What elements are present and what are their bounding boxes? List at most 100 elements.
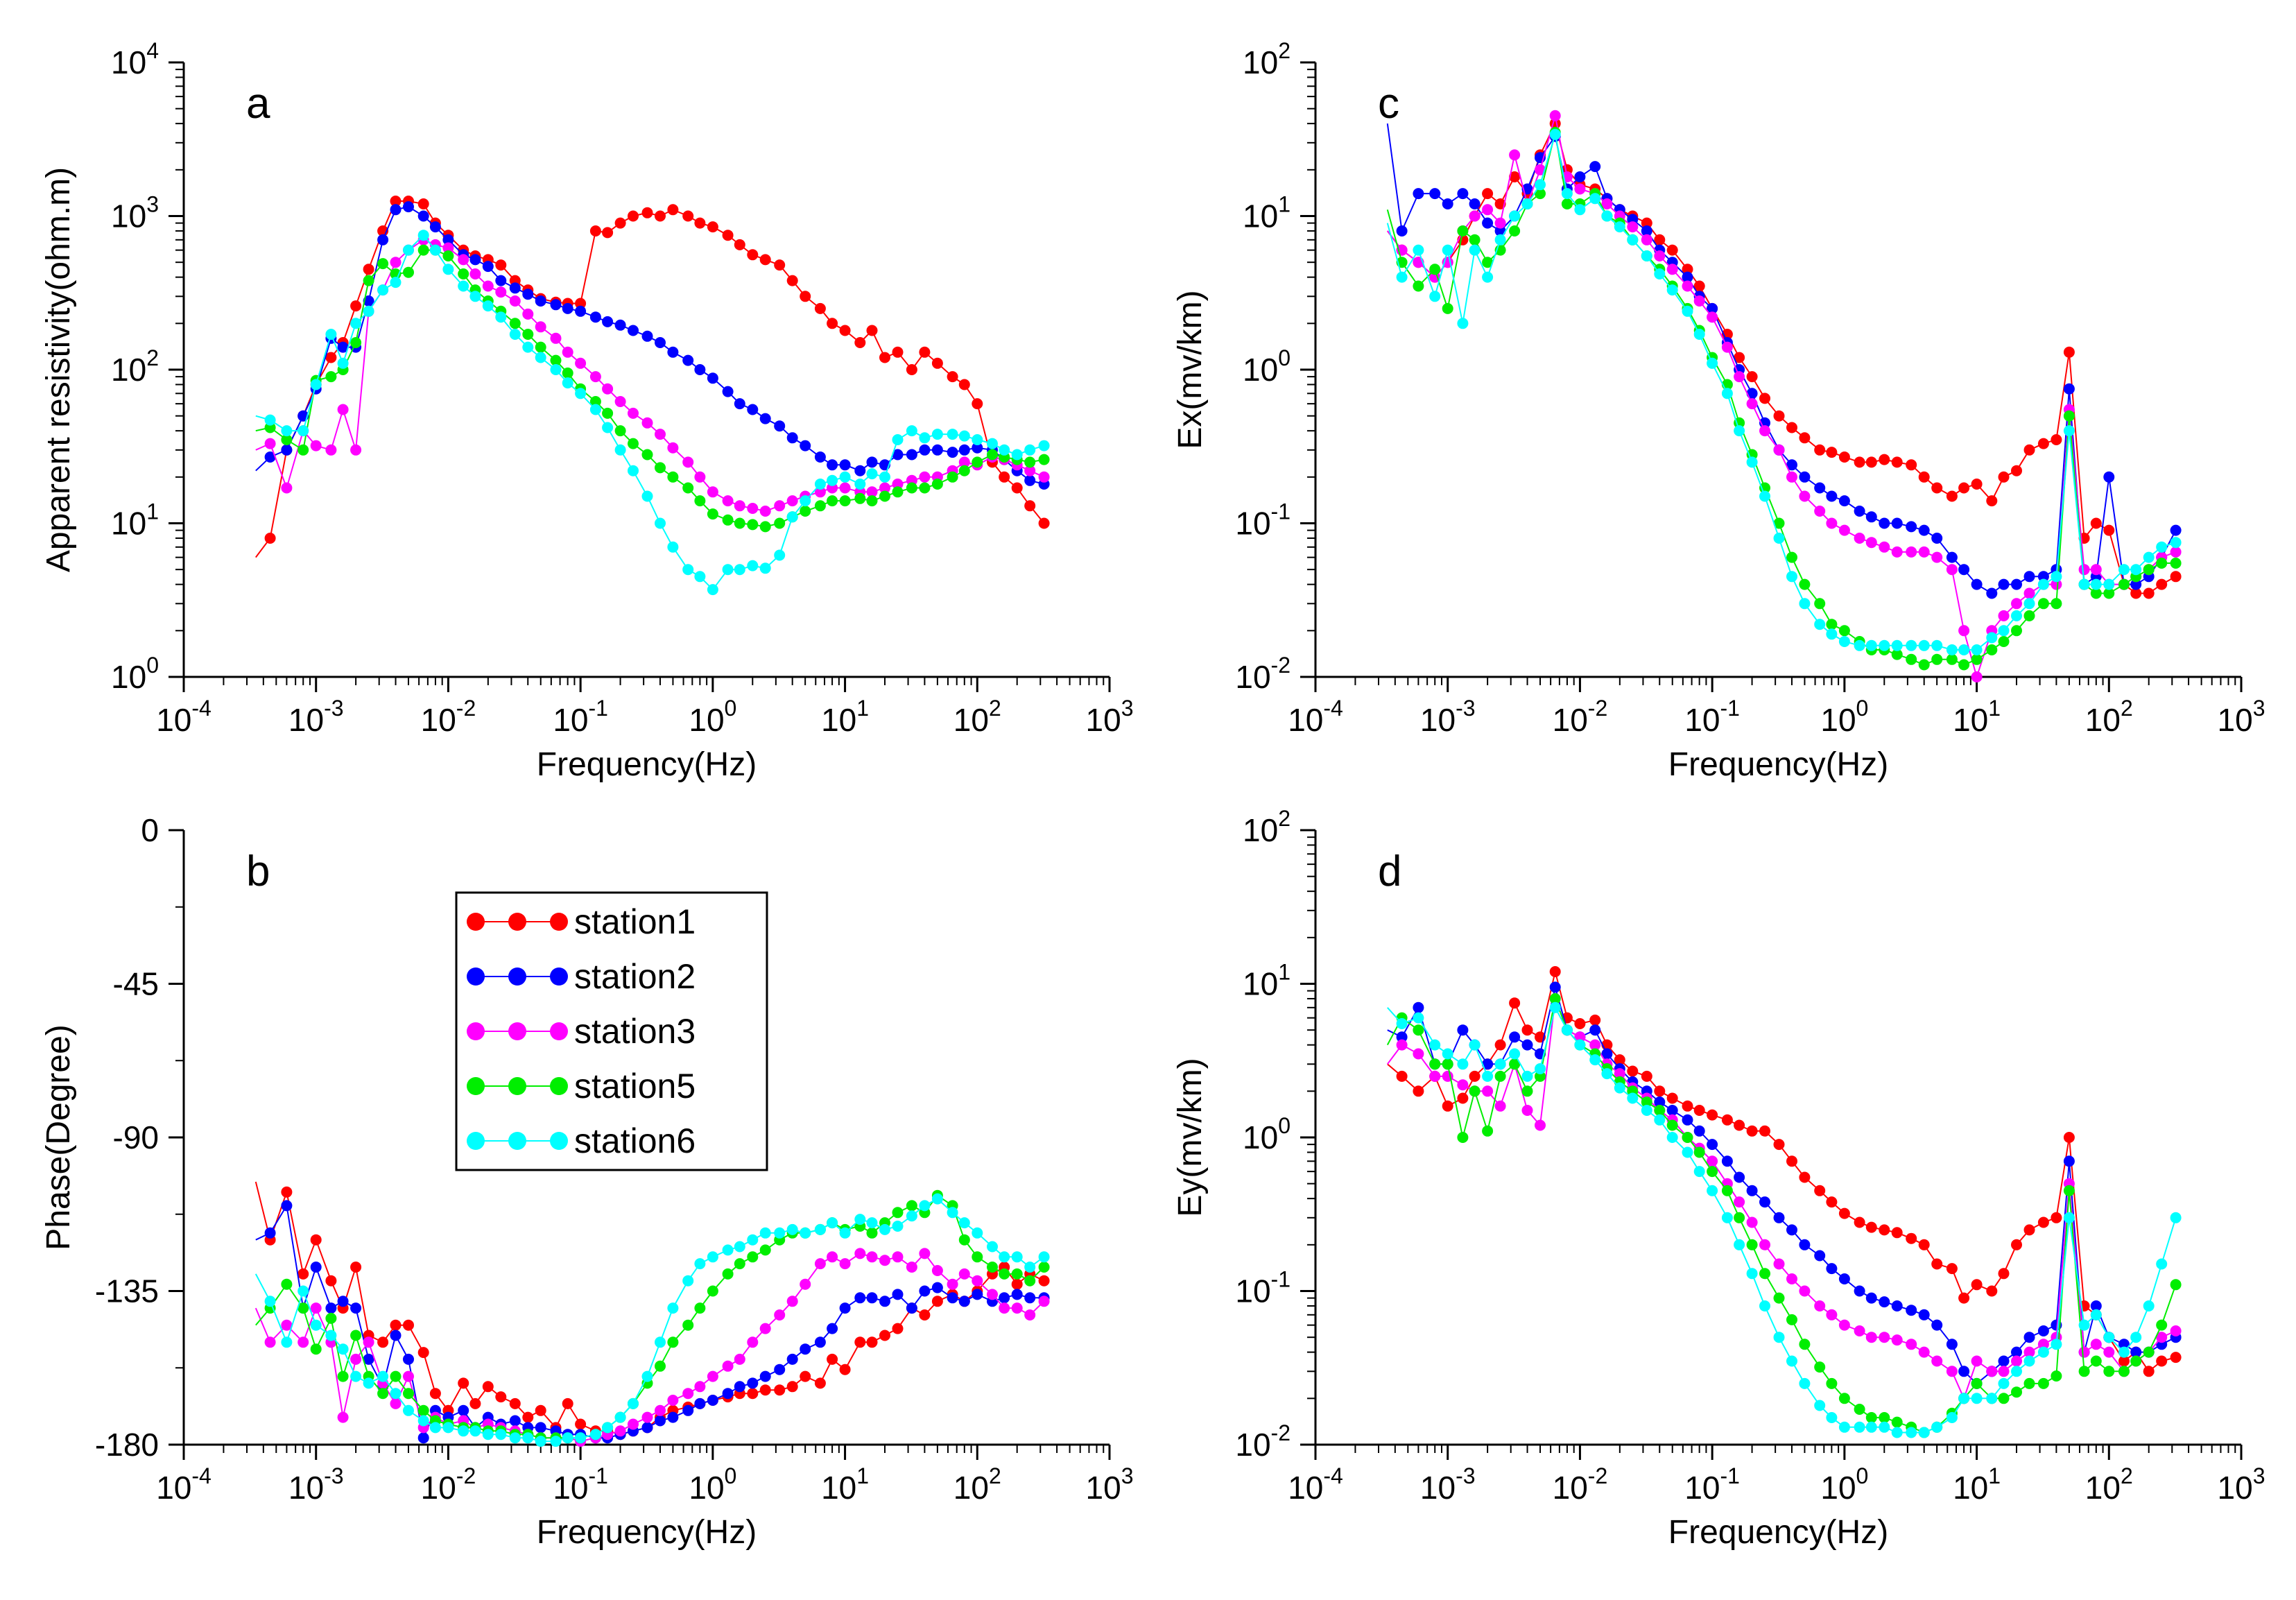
data-point	[628, 1418, 639, 1430]
data-point	[1413, 1001, 1424, 1013]
data-point	[1958, 564, 1970, 576]
y-tick-label: -90	[113, 1119, 159, 1155]
data-point	[879, 1296, 890, 1307]
data-point	[786, 1296, 798, 1307]
data-point	[866, 325, 878, 336]
x-tick-label: 10-3	[288, 696, 344, 738]
data-point	[390, 1397, 402, 1409]
data-point	[1574, 183, 1586, 195]
data-point	[1038, 454, 1050, 465]
data-point	[1494, 234, 1506, 246]
data-point	[906, 425, 917, 437]
data-point	[814, 500, 826, 512]
data-point	[390, 196, 402, 207]
data-point	[535, 352, 546, 363]
data-point	[667, 204, 679, 216]
data-point	[522, 1432, 534, 1444]
data-point	[363, 305, 374, 317]
y-tick-label: 102	[1243, 806, 1291, 848]
data-point	[1759, 1268, 1770, 1280]
x-tick-label: 10-4	[1288, 696, 1343, 738]
data-point	[1589, 161, 1601, 173]
data-point	[1627, 1065, 1639, 1077]
data-point	[509, 1397, 521, 1409]
series-station1	[255, 196, 1050, 558]
data-point	[1693, 1125, 1705, 1137]
data-point	[2037, 1339, 2049, 1350]
data-point	[667, 1411, 679, 1423]
data-point	[535, 1422, 546, 1434]
data-point	[1396, 271, 1408, 283]
data-point	[667, 471, 679, 483]
data-point	[655, 210, 666, 222]
data-point	[2023, 1346, 2035, 1358]
data-point	[2078, 1366, 2090, 1377]
data-point	[469, 1425, 481, 1437]
data-point	[1396, 1070, 1408, 1082]
data-point	[1759, 1196, 1770, 1208]
data-point	[1549, 966, 1561, 977]
data-point	[1494, 217, 1506, 229]
data-point	[403, 244, 414, 256]
data-point	[628, 325, 639, 336]
data-point	[919, 1248, 931, 1259]
data-point	[839, 1227, 851, 1239]
data-point	[1826, 490, 1838, 502]
data-point	[827, 318, 838, 329]
data-point	[1482, 1125, 1494, 1137]
data-point	[429, 244, 441, 256]
data-point	[919, 471, 931, 483]
data-point	[2103, 524, 2115, 536]
data-point	[1457, 1092, 1469, 1104]
data-point	[774, 1364, 786, 1375]
data-point	[1509, 1031, 1521, 1043]
data-point	[2090, 1309, 2102, 1321]
legend-item-station5: station5	[467, 1067, 696, 1106]
data-point	[1413, 280, 1424, 292]
data-point	[1958, 1366, 1970, 1377]
data-point	[866, 1251, 878, 1263]
data-point	[1457, 1132, 1469, 1143]
data-point	[1589, 1039, 1601, 1051]
data-point	[2103, 1366, 2115, 1377]
data-point	[2011, 610, 2022, 621]
data-point	[1773, 1258, 1785, 1270]
data-point	[655, 517, 666, 529]
data-point	[1998, 578, 2010, 590]
series-station3	[254, 1248, 1050, 1447]
legend-item-station3: station3	[467, 1012, 696, 1051]
data-point	[814, 1258, 826, 1270]
data-point	[1879, 517, 1890, 529]
data-point	[1773, 444, 1785, 456]
data-point	[1971, 1279, 1983, 1291]
data-point	[1682, 280, 1693, 292]
data-point	[1494, 225, 1506, 236]
data-point	[1482, 188, 1494, 200]
data-point	[1038, 440, 1050, 451]
y-tick-label: -135	[95, 1273, 159, 1309]
data-point	[2063, 1132, 2075, 1143]
data-point	[1601, 210, 1613, 222]
data-point	[682, 456, 694, 468]
data-point	[947, 371, 958, 383]
data-point	[2170, 558, 2182, 569]
data-point	[1838, 1273, 1850, 1284]
data-point	[866, 1217, 878, 1229]
data-point	[1759, 1300, 1770, 1311]
data-point	[747, 1251, 759, 1263]
data-point	[1038, 1251, 1050, 1263]
data-point	[1746, 1216, 1758, 1228]
data-point	[1865, 1221, 1877, 1233]
y-tick-label: 100	[1243, 1113, 1291, 1155]
data-point	[1482, 217, 1494, 229]
data-point	[667, 1336, 679, 1348]
data-point	[1865, 639, 1877, 651]
data-point	[1918, 524, 1930, 536]
data-point	[2143, 1346, 2155, 1358]
data-point	[281, 425, 293, 437]
data-point	[1734, 1212, 1745, 1223]
data-point	[2051, 434, 2062, 445]
data-point	[337, 1411, 349, 1423]
data-point	[2156, 541, 2168, 553]
series-station1	[254, 1181, 1050, 1440]
